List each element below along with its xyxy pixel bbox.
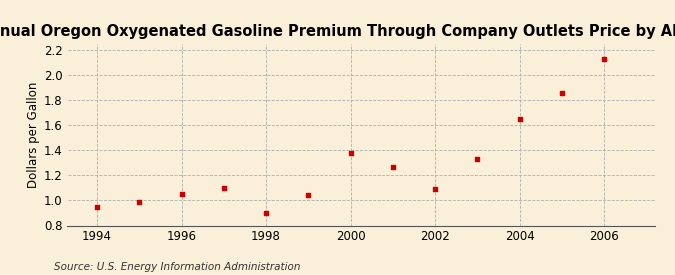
Text: Source: U.S. Energy Information Administration: Source: U.S. Energy Information Administ… [54,262,300,272]
Point [261,211,271,215]
Point [472,157,483,161]
Point [303,193,314,198]
Point [599,57,610,61]
Point [92,205,103,209]
Y-axis label: Dollars per Gallon: Dollars per Gallon [27,82,40,188]
Point [219,186,230,190]
Point [134,200,144,204]
Point [387,164,398,169]
Point [514,117,525,121]
Point [176,192,187,196]
Title: Annual Oregon Oxygenated Gasoline Premium Through Company Outlets Price by All S: Annual Oregon Oxygenated Gasoline Premiu… [0,24,675,39]
Point [345,151,356,155]
Point [556,91,567,95]
Point [430,187,441,191]
